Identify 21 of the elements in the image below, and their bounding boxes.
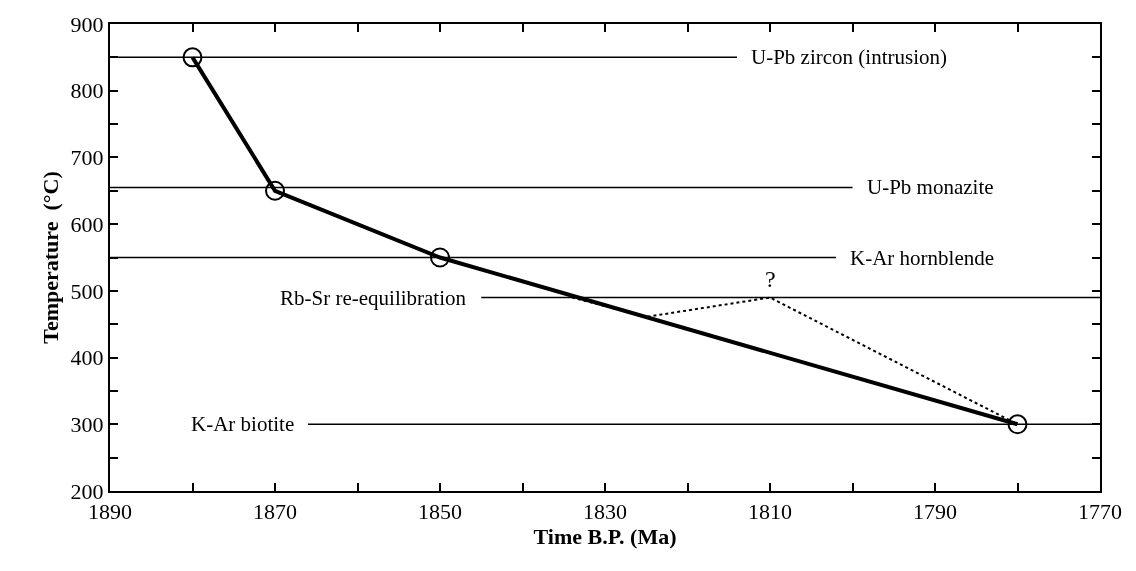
x-tick-label: 1850 [418, 499, 462, 525]
annotation: K-Ar biotite [191, 412, 295, 436]
annotation: ? [765, 266, 776, 292]
y-tick-label: 400 [70, 345, 104, 371]
y-tick-label: 500 [70, 278, 104, 304]
y-tick-label: 300 [70, 411, 104, 437]
y-tick-label: 800 [70, 78, 104, 104]
x-tick-label: 1790 [913, 499, 957, 525]
x-tick-label: 1830 [583, 499, 627, 525]
annotation: U-Pb zircon (intrusion) [751, 45, 947, 69]
y-axis-title: Temperature (°C) [37, 171, 63, 344]
x-tick-label: 1770 [1078, 499, 1122, 525]
x-tick-label: 1810 [748, 499, 792, 525]
annotation: Rb-Sr re-equilibration [280, 286, 467, 310]
y-tick-label: 600 [70, 211, 104, 237]
annotation: K-Ar hornblende [850, 246, 995, 270]
x-axis-title: Time B.P. (Ma) [533, 524, 677, 550]
annotation: U-Pb monazite [867, 175, 994, 199]
x-tick-label: 1870 [253, 499, 297, 525]
y-tick-label: 700 [70, 145, 104, 171]
y-tick-label: 900 [70, 11, 104, 37]
